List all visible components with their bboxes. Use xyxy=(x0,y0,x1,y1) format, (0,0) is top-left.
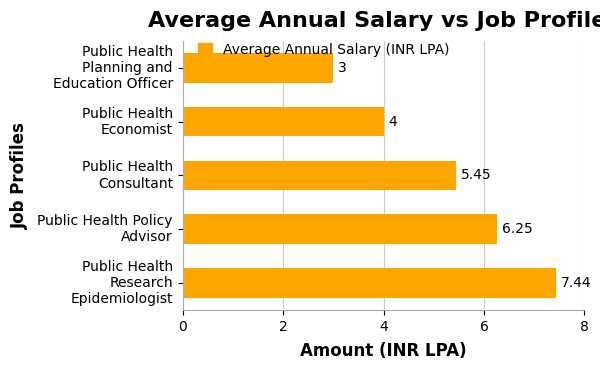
Text: 4: 4 xyxy=(389,115,397,129)
Text: 3: 3 xyxy=(338,61,347,75)
Title: Average Annual Salary vs Job Profiles: Average Annual Salary vs Job Profiles xyxy=(148,11,600,31)
Bar xyxy=(182,53,334,83)
Legend: Average Annual Salary (INR LPA): Average Annual Salary (INR LPA) xyxy=(197,43,449,56)
Text: 6.25: 6.25 xyxy=(502,222,532,236)
Text: 5.45: 5.45 xyxy=(461,168,492,183)
Y-axis label: Job Profiles: Job Profiles xyxy=(11,122,29,229)
X-axis label: Amount (INR LPA): Amount (INR LPA) xyxy=(300,342,467,360)
Bar xyxy=(182,161,457,190)
Text: 7.44: 7.44 xyxy=(562,276,592,290)
Bar xyxy=(182,214,497,244)
Bar xyxy=(182,107,383,137)
Bar xyxy=(182,268,556,298)
